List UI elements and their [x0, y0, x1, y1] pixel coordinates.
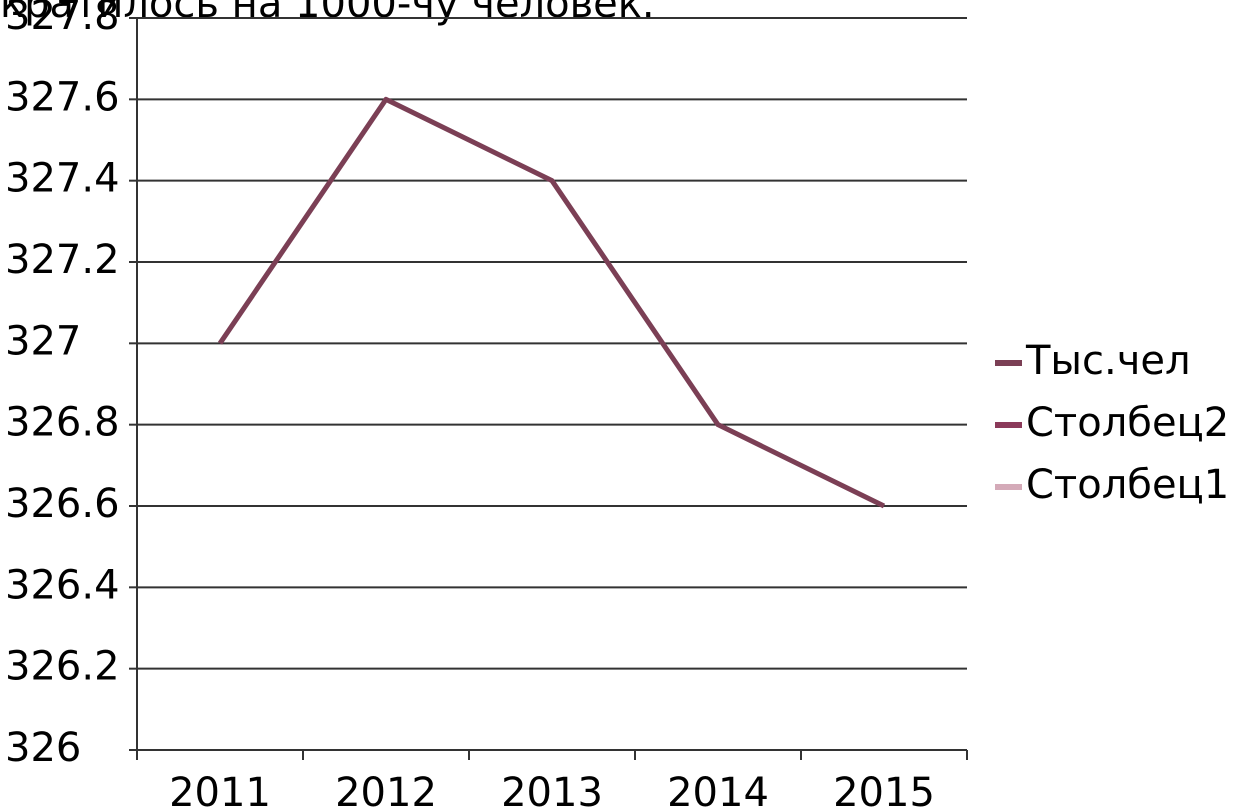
y-tick-label: 326.6 [5, 481, 120, 527]
y-tick-label: 327.2 [5, 237, 120, 283]
y-tick-label: 326.8 [5, 400, 120, 446]
legend-label: Столбец2 [1026, 400, 1229, 446]
x-tick-label: 2011 [169, 770, 271, 812]
x-tick-label: 2012 [335, 770, 437, 812]
y-tick-label: 326 [5, 725, 81, 771]
y-tick-label: 326.4 [5, 562, 120, 608]
annotation: кратилось на 1000-чу человек. [0, 0, 655, 27]
legend-label: Столбец1 [1026, 462, 1229, 508]
legend-label: Тыс.чел [1025, 338, 1191, 384]
y-tick-label: 327.6 [5, 74, 120, 120]
series-line [217, 96, 886, 509]
x-tick-label: 2015 [833, 770, 935, 812]
x-tick-label: 2014 [667, 770, 769, 812]
y-tick-label: 327.4 [5, 156, 120, 202]
y-tick-label: 327 [5, 318, 81, 364]
y-tick-label: 326.2 [5, 644, 120, 690]
y-tick-label: 327.8 [5, 0, 120, 39]
x-tick-label: 2013 [501, 770, 603, 812]
